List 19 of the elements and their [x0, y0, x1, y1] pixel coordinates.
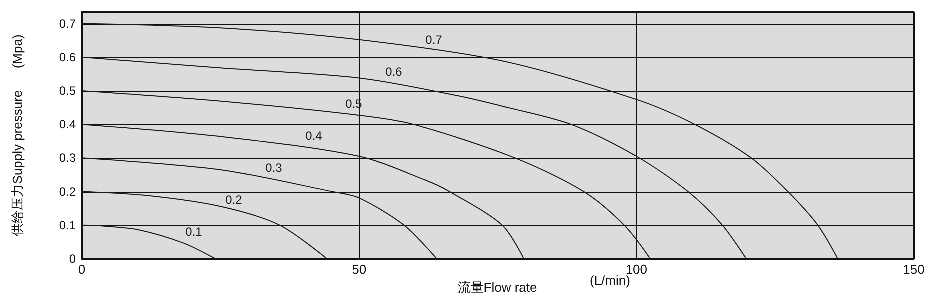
x-tick-label: 50	[352, 262, 367, 277]
x-tick-label: 0	[78, 262, 86, 277]
y-tick-label: 0.1	[59, 218, 76, 232]
y-tick-label: 0.5	[59, 84, 76, 98]
y-tick-label: 0.2	[59, 184, 76, 199]
y-tick-label: 0	[69, 252, 76, 266]
y-tick-label: 0.3	[59, 151, 76, 166]
series-label: 0.7	[426, 33, 443, 47]
series-label: 0.4	[306, 129, 323, 143]
series-label: 0.2	[226, 193, 243, 207]
series-label: 0.3	[266, 161, 283, 175]
x-tick-label: 150	[903, 262, 925, 277]
x-axis-title: 流量Flow rate	[458, 280, 538, 295]
series-label: 0.6	[386, 65, 403, 79]
y-tick-label: 0.4	[59, 118, 76, 132]
y-tick-label: 0.6	[59, 50, 76, 64]
series-label: 0.1	[186, 225, 203, 239]
y-axis-title: 供给压力Supply pressure (Mpa)	[10, 34, 25, 236]
y-tick-label: 0.7	[59, 16, 76, 31]
